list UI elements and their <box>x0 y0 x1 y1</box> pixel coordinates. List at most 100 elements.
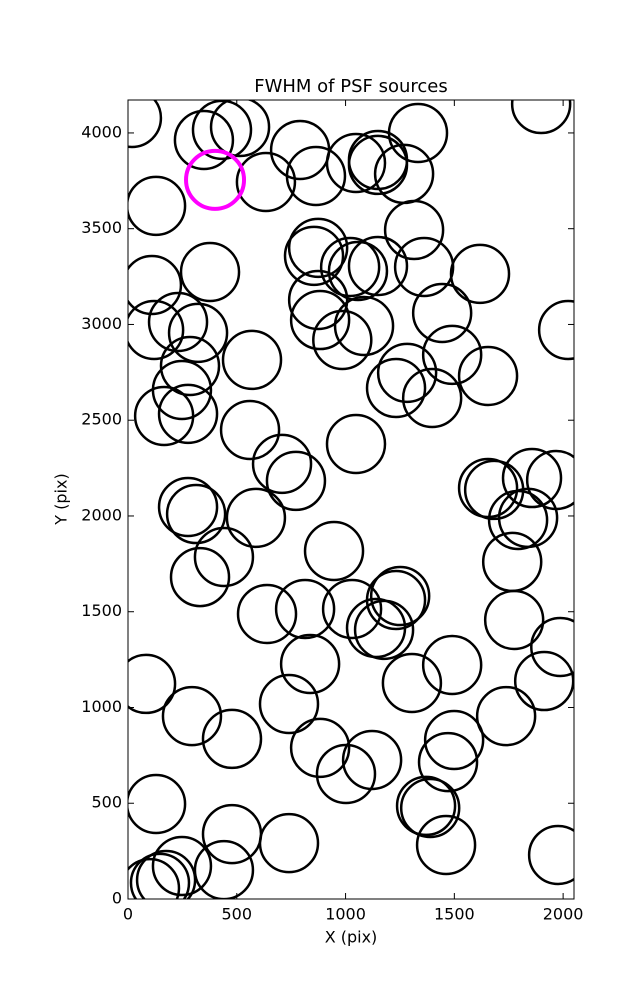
source-circle <box>421 634 483 696</box>
y-tick-label: 3500 <box>81 218 122 237</box>
source-circle <box>321 578 383 640</box>
source-circle <box>401 367 463 429</box>
source-circle <box>415 814 477 876</box>
source-circle <box>169 546 231 608</box>
source-circle <box>457 345 519 407</box>
source-circle <box>395 775 457 837</box>
source-circle <box>393 236 455 298</box>
source-circle <box>128 175 187 237</box>
source-circle <box>527 824 574 886</box>
source-circle <box>399 777 461 839</box>
source-circle <box>327 240 389 302</box>
source-circle <box>128 254 183 316</box>
source-circle <box>167 302 229 364</box>
source-circle <box>128 653 177 715</box>
x-tick-label: 1000 <box>325 905 366 924</box>
source-circle <box>179 241 241 303</box>
axes-frame <box>127 99 575 900</box>
y-tick-label: 1500 <box>81 601 122 620</box>
source-circle <box>173 109 235 171</box>
source-circle <box>201 708 263 770</box>
source-circle <box>209 100 271 158</box>
source-circle <box>265 450 327 512</box>
source-circle <box>333 295 395 357</box>
source-circle <box>510 100 572 135</box>
source-circle <box>193 526 255 588</box>
source-circle <box>449 243 511 305</box>
source-circle <box>483 589 545 651</box>
x-tick-label: 1500 <box>434 905 475 924</box>
source-circle <box>235 151 297 213</box>
source-circle <box>135 849 197 899</box>
source-circle <box>376 342 438 404</box>
source-circle <box>157 383 219 445</box>
source-circle <box>387 102 449 164</box>
source-circle <box>381 652 443 714</box>
source-circle <box>475 685 537 747</box>
x-tick-label: 500 <box>222 905 253 924</box>
source-circle <box>365 357 427 419</box>
source-circle <box>151 835 213 897</box>
source-circle <box>161 685 223 747</box>
source-circle <box>274 578 336 640</box>
source-circle <box>283 225 345 287</box>
source-circle <box>312 309 373 371</box>
source-circle <box>303 520 365 582</box>
x-tick-label: 2000 <box>543 905 584 924</box>
y-tick-label: 500 <box>91 793 122 812</box>
source-circle <box>157 476 219 538</box>
source-circle <box>258 812 320 874</box>
y-tick-label: 2500 <box>81 410 122 429</box>
source-circle <box>289 289 351 351</box>
source-circle <box>129 852 191 899</box>
source-circle <box>421 324 483 386</box>
source-circle <box>147 291 209 353</box>
source-circle <box>159 335 221 397</box>
source-circle <box>258 673 320 735</box>
source-circle <box>417 731 479 793</box>
y-tick-label: 2000 <box>81 505 122 524</box>
source-circle <box>191 100 253 161</box>
source-circle <box>128 299 185 361</box>
source-circle <box>501 447 563 509</box>
x-tick-label: 0 <box>123 905 133 924</box>
y-axis-label: Y (pix) <box>52 473 71 525</box>
source-circle <box>287 269 349 331</box>
source-circle <box>219 399 281 461</box>
source-circle <box>251 433 313 495</box>
source-circle <box>325 132 387 194</box>
plot-area <box>128 100 574 899</box>
source-circle <box>319 236 381 298</box>
x-axis-label: X (pix) <box>325 928 378 947</box>
source-circle <box>530 616 574 678</box>
source-circle <box>513 650 574 712</box>
source-circle <box>128 100 163 149</box>
source-circle <box>128 773 187 835</box>
source-circle <box>128 857 181 899</box>
source-circle <box>287 217 349 279</box>
y-tick-label: 4000 <box>81 122 122 141</box>
source-circle <box>347 134 409 196</box>
source-circle <box>353 599 415 661</box>
source-circle <box>537 299 574 361</box>
source-circle <box>133 385 195 447</box>
source-circle <box>423 709 485 771</box>
source-circle <box>225 487 287 549</box>
source-circle <box>184 148 247 211</box>
source-circle <box>285 145 347 207</box>
source-circle <box>193 839 255 899</box>
source-circle <box>411 282 473 344</box>
source-circle <box>221 329 283 391</box>
source-circle <box>369 565 431 627</box>
chart-title: FWHM of PSF sources <box>254 76 448 97</box>
source-circle <box>325 413 387 475</box>
source-circle <box>347 235 409 297</box>
source-circle <box>497 487 559 549</box>
y-tick-label: 3000 <box>81 314 122 333</box>
source-circle <box>383 199 445 261</box>
source-circle <box>279 633 341 695</box>
y-tick-label: 0 <box>112 889 122 908</box>
source-circle <box>315 743 377 805</box>
y-tick-label: 1000 <box>81 697 122 716</box>
